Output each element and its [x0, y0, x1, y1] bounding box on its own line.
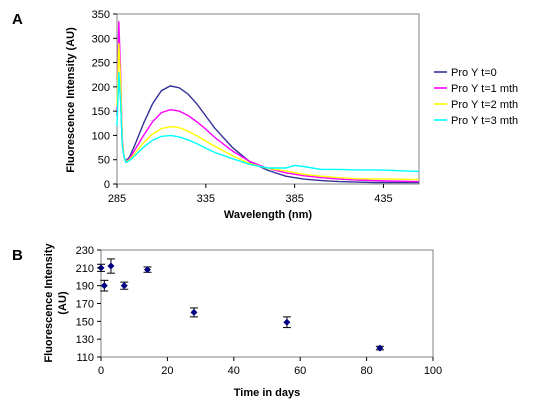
- x-tick-label: 40: [228, 365, 240, 377]
- y-tick-label: 150: [92, 106, 110, 118]
- y-tick-label: 50: [98, 155, 110, 167]
- diamond-marker: [190, 308, 198, 316]
- legend-label: Pro Y t=2 mth: [451, 99, 518, 111]
- y-tick-label: 250: [92, 58, 110, 70]
- legend-label: Pro Y t=3 mth: [451, 115, 518, 127]
- y-tick-label: 350: [92, 9, 110, 21]
- y-tick-label: 200: [92, 82, 110, 94]
- x-tick-label: 60: [294, 365, 306, 377]
- diamond-marker: [120, 282, 128, 290]
- x-tick-label: 385: [285, 193, 303, 205]
- data-point: [189, 307, 198, 318]
- y-tick-label: 150: [76, 316, 94, 328]
- panel-b-y-axis-title-group: Fluorescence Intensity (AU): [43, 243, 69, 363]
- y-tick-label: 0: [104, 179, 110, 191]
- diamond-marker: [100, 282, 108, 290]
- x-tick-label: 0: [98, 365, 104, 377]
- legend-label: Pro Y t=0: [451, 67, 497, 79]
- x-tick-label: 80: [360, 365, 372, 377]
- x-tick-label: 435: [374, 193, 392, 205]
- y-tick-label: 190: [76, 281, 94, 293]
- panel-a-x-ticks: 285 335 385 435: [108, 184, 393, 205]
- data-point: [143, 266, 152, 274]
- y-tick-label: 110: [76, 352, 94, 364]
- panel-b: B 110 130 150 170 190 210 230 0 20 40 60 80 100 Tim…: [12, 243, 442, 399]
- x-tick-label: 335: [197, 193, 215, 205]
- panel-a-y-ticks: 0 50 100 150 200 250 300 350: [92, 9, 117, 191]
- panel-b-letter: B: [12, 247, 23, 264]
- y-tick-label: 130: [76, 334, 94, 346]
- panel-a-y-axis-title: Fluorescence Intensity (AU): [65, 27, 77, 173]
- data-point: [120, 281, 129, 290]
- panel-b-y-ticks: 110 130 150 170 190 210 230: [76, 245, 101, 364]
- data-point: [282, 316, 291, 329]
- panel-b-y-axis-title-line-1: Fluorescence Intensity: [43, 243, 55, 363]
- y-tick-label: 100: [92, 130, 110, 142]
- diamond-marker: [376, 344, 384, 352]
- y-tick-label: 300: [92, 33, 110, 45]
- diamond-marker: [143, 266, 151, 274]
- panel-a-plot-area: [116, 13, 420, 185]
- panel-a-series: [116, 21, 420, 184]
- series-line-1: [116, 21, 420, 183]
- y-tick-label: 170: [76, 299, 94, 311]
- panel-a: A 0 50 100 150 200 250 300 350 285 335 385 435 Wav…: [12, 9, 518, 221]
- data-point: [375, 344, 384, 352]
- diamond-marker: [283, 318, 291, 326]
- y-tick-label: 210: [76, 263, 94, 275]
- x-tick-label: 100: [424, 365, 442, 377]
- series-line-2: [116, 43, 420, 181]
- x-tick-label: 20: [161, 365, 173, 377]
- x-tick-label: 285: [108, 193, 126, 205]
- data-point: [106, 258, 115, 274]
- legend-label: Pro Y t=1 mth: [451, 83, 518, 95]
- panel-a-x-axis-title: Wavelength (nm): [224, 209, 313, 221]
- y-tick-label: 230: [76, 245, 94, 257]
- panel-b-y-axis-title-line-2: (AU): [57, 291, 69, 315]
- panel-b-points: [97, 258, 384, 352]
- panel-b-plot-area: [100, 249, 434, 358]
- panel-a-legend: Pro Y t=0 Pro Y t=1 mth Pro Y t=2 mth Pro Y…: [434, 67, 518, 127]
- series-line-3: [116, 72, 420, 173]
- panel-b-x-ticks: 0 20 40 60 80 100: [98, 357, 442, 377]
- panel-a-letter: A: [12, 11, 23, 28]
- data-point: [100, 279, 109, 292]
- panel-b-x-axis-title: Time in days: [234, 387, 300, 399]
- diamond-marker: [107, 262, 115, 270]
